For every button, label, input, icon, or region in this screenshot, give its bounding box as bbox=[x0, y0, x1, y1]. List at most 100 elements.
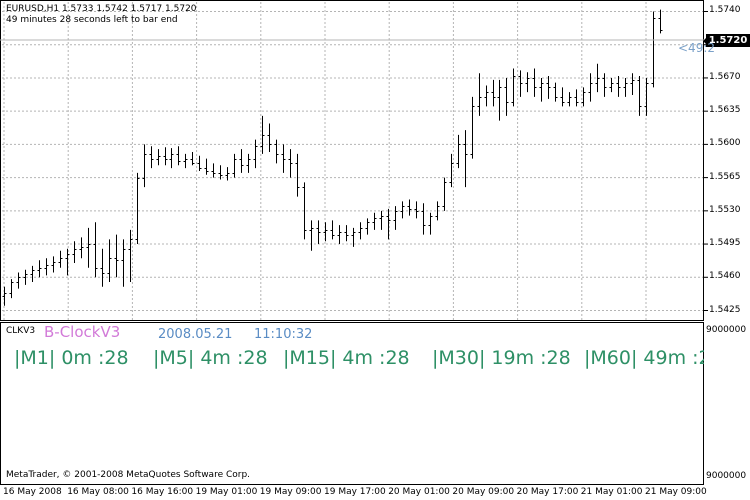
time-axis-label: 19 May 17:00 bbox=[324, 487, 386, 497]
timeframe-m5: |M5| 4m :28 bbox=[153, 347, 268, 369]
ohlc-bar bbox=[114, 234, 119, 278]
ohlc-bar bbox=[351, 227, 356, 247]
ohlc-bar bbox=[316, 220, 321, 245]
ohlc-bar bbox=[72, 241, 77, 264]
ohlc-bar bbox=[525, 72, 530, 93]
ohlc-bar bbox=[644, 77, 649, 116]
ohlc-bar bbox=[588, 73, 593, 102]
ohlc-bar bbox=[51, 256, 56, 273]
chart-symbol-ohlc: EURUSD,H1 1.5733 1.5742 1.5717 1.5720 bbox=[6, 4, 197, 14]
ohlc-bar bbox=[414, 201, 419, 219]
ohlc-bar bbox=[609, 77, 614, 93]
ohlc-bar bbox=[128, 229, 133, 283]
ohlc-bar bbox=[428, 212, 433, 235]
ohlc-bar bbox=[183, 153, 188, 169]
ohlc-bar bbox=[365, 218, 370, 235]
ohlc-bar bbox=[386, 208, 391, 240]
ohlc-bar bbox=[442, 177, 447, 211]
ohlc-bar bbox=[246, 153, 251, 173]
time-axis-label: 16 May 2008 bbox=[3, 487, 62, 497]
ohlc-bar bbox=[281, 144, 286, 173]
ohlc-bar bbox=[302, 182, 307, 240]
ohlc-bar bbox=[65, 248, 70, 276]
ohlc-bar bbox=[79, 237, 84, 259]
ohlc-bar bbox=[295, 153, 300, 197]
timeframe-m15: |M15| 4m :28 bbox=[283, 347, 410, 369]
ohlc-bar bbox=[93, 222, 98, 278]
ohlc-bar bbox=[372, 212, 377, 230]
copyright-text: MetaTrader, © 2001-2008 MetaQuotes Softw… bbox=[6, 470, 251, 480]
timeframe-m60: |M60| 49m :28 bbox=[584, 347, 704, 369]
time-axis-label: 20 May 17:00 bbox=[516, 487, 579, 497]
ohlc-bar bbox=[595, 63, 600, 93]
ohlc-bar bbox=[260, 115, 265, 154]
price-axis-label: 1.5740 bbox=[709, 5, 741, 16]
chart-header: EURUSD,H1 1.5733 1.5742 1.5717 1.5720 49… bbox=[6, 4, 197, 26]
ohlc-bar bbox=[169, 148, 174, 169]
time-axis-label: 20 May 09:00 bbox=[452, 487, 515, 497]
ohlc-bar bbox=[149, 146, 154, 169]
price-axis-label: 1.5425 bbox=[709, 304, 741, 315]
ohlc-bar bbox=[142, 144, 147, 188]
ohlc-bar bbox=[511, 68, 516, 107]
ohlc-bar bbox=[463, 130, 468, 188]
ohlc-bar bbox=[630, 73, 635, 96]
time-axis-label: 19 May 09:00 bbox=[259, 487, 322, 497]
ohlc-bar bbox=[156, 149, 161, 166]
ohlc-bar bbox=[497, 79, 502, 121]
ohlc-bar bbox=[421, 203, 426, 235]
ohlc-bar bbox=[23, 269, 28, 285]
ohlc-bar bbox=[602, 73, 607, 97]
ohlc-bar bbox=[330, 220, 335, 240]
price-tag-pointer bbox=[703, 37, 707, 45]
ohlc-bar bbox=[518, 70, 523, 97]
ohlc-bar bbox=[407, 199, 412, 216]
ohlc-bar bbox=[9, 279, 14, 299]
price-axis-label: 1.5495 bbox=[709, 238, 741, 249]
ohlc-bar bbox=[121, 239, 126, 287]
ohlc-bar bbox=[651, 11, 656, 88]
ohlc-bar bbox=[344, 225, 349, 242]
ohlc-bar bbox=[274, 139, 279, 164]
ohlc-bar bbox=[470, 96, 475, 159]
ohlc-bar bbox=[484, 85, 489, 107]
indicator-axis-top-label: 9000000 bbox=[706, 325, 747, 335]
main-chart-frame[interactable] bbox=[0, 0, 704, 321]
ohlc-bar bbox=[86, 227, 91, 268]
ohlc-bar bbox=[225, 167, 230, 181]
ohlc-bar bbox=[44, 258, 49, 276]
indicator-title: B-ClockV3 bbox=[44, 323, 121, 341]
ohlc-bar bbox=[253, 139, 258, 169]
ohlc-bar bbox=[616, 76, 621, 97]
ohlc-bar bbox=[2, 286, 7, 306]
current-price-tag: 1.5720 bbox=[706, 34, 750, 47]
ohlc-bar bbox=[449, 153, 454, 188]
price-axis-label: 1.5460 bbox=[709, 271, 741, 282]
ohlc-bar bbox=[358, 222, 363, 240]
indicator-date: 2008.05.21 bbox=[158, 327, 233, 342]
ohlc-bar bbox=[504, 77, 509, 116]
countdown-label: <49:2 bbox=[678, 41, 716, 55]
ohlc-bar bbox=[288, 149, 293, 178]
ohlc-bar bbox=[477, 73, 482, 116]
ohlc-bar bbox=[435, 201, 440, 221]
price-axis-label: 1.5670 bbox=[709, 71, 741, 82]
indicator-subwindow-frame[interactable] bbox=[0, 322, 704, 485]
ohlc-bar bbox=[567, 92, 572, 107]
ohlc-bar bbox=[163, 147, 168, 166]
timeframe-m1: |M1| 0m :28 bbox=[14, 347, 129, 369]
time-axis-label: 16 May 16:00 bbox=[131, 487, 194, 497]
chart-grid bbox=[2, 2, 708, 320]
ohlc-bar bbox=[204, 158, 209, 175]
price-axis-label: 1.5635 bbox=[709, 105, 741, 116]
price-axis-label: 1.5600 bbox=[709, 138, 741, 149]
ohlc-bar bbox=[197, 155, 202, 171]
ohlc-bar bbox=[37, 260, 42, 278]
ohlc-bar bbox=[574, 89, 579, 107]
time-axis-label: 20 May 01:00 bbox=[388, 487, 450, 497]
time-axis-label: 21 May 09:00 bbox=[645, 487, 707, 497]
ohlc-bar bbox=[107, 239, 112, 283]
ohlc-bar bbox=[393, 206, 398, 230]
ohlc-bar bbox=[623, 77, 628, 97]
